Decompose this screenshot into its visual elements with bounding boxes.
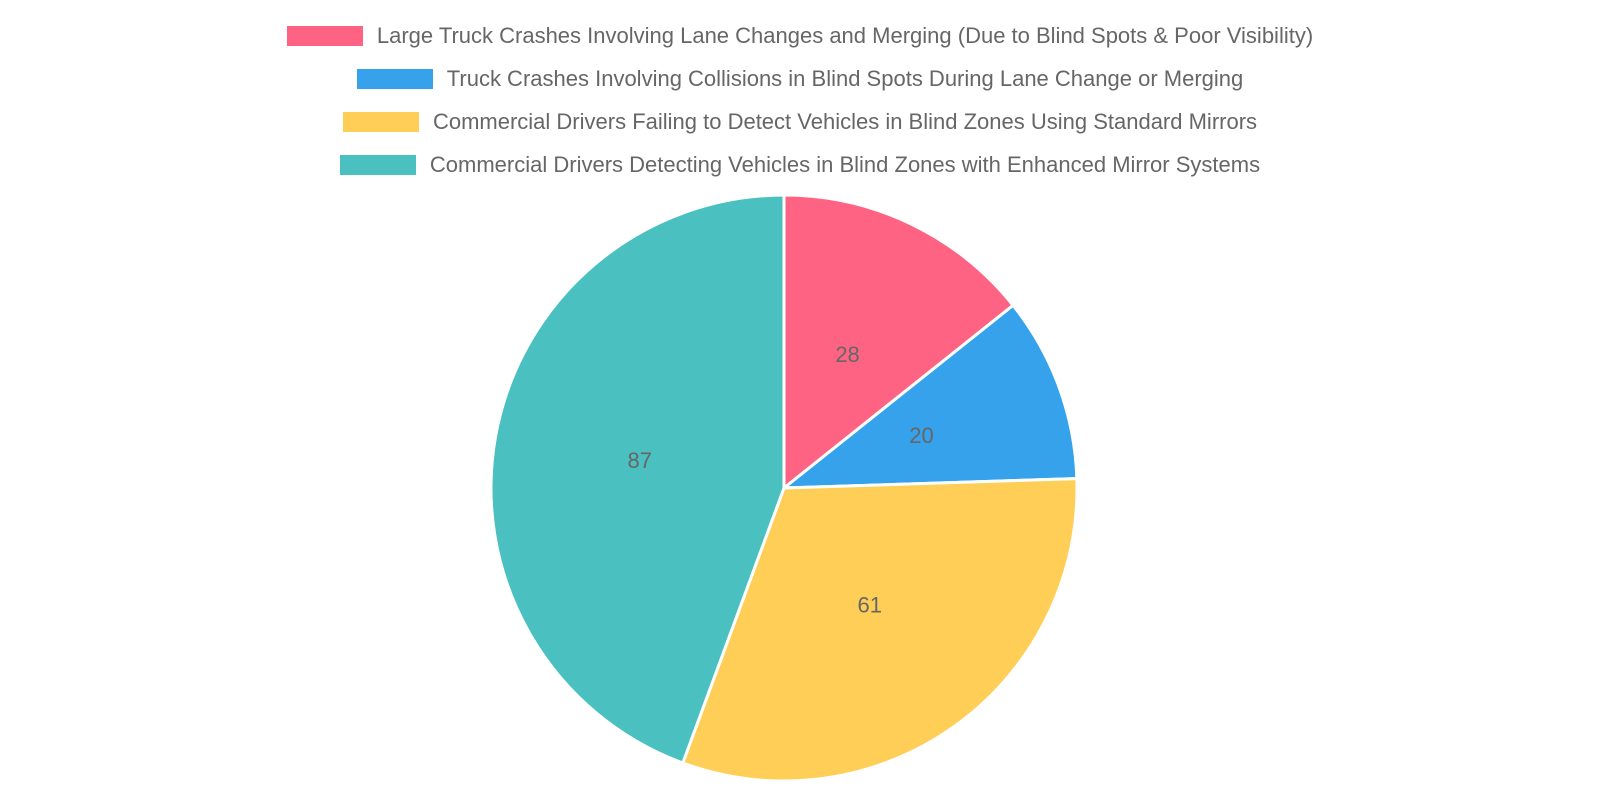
legend-swatch-1 xyxy=(356,68,433,89)
legend-item-0[interactable]: Large Truck Crashes Involving Lane Chang… xyxy=(0,14,1600,57)
slice-value-label-0: 28 xyxy=(835,342,859,367)
slice-value-label-3: 87 xyxy=(628,448,652,473)
legend-label-1: Truck Crashes Involving Collisions in Bl… xyxy=(446,65,1244,91)
legend-item-3[interactable]: Commercial Drivers Detecting Vehicles in… xyxy=(0,143,1600,186)
legend-swatch-0 xyxy=(286,25,363,46)
pie-slice-labels: 28 20 61 87 xyxy=(628,342,934,618)
pie-slice-0[interactable] xyxy=(782,193,1016,492)
slice-value-label-2: 61 xyxy=(857,593,881,618)
pie-slice-3[interactable] xyxy=(489,193,786,765)
legend-item-2[interactable]: Commercial Drivers Failing to Detect Veh… xyxy=(0,100,1600,143)
legend-label-0: Large Truck Crashes Involving Lane Chang… xyxy=(376,22,1314,48)
legend-label-2: Commercial Drivers Failing to Detect Veh… xyxy=(432,108,1258,134)
pie-slice-1[interactable] xyxy=(779,303,1079,490)
legend-swatch-2 xyxy=(342,111,419,132)
pie-slices xyxy=(489,193,1079,783)
chart-legend: Large Truck Crashes Involving Lane Chang… xyxy=(0,14,1600,186)
pie-slice-2[interactable] xyxy=(680,477,1079,783)
legend-item-1[interactable]: Truck Crashes Involving Collisions in Bl… xyxy=(0,57,1600,100)
legend-swatch-3 xyxy=(339,154,416,175)
legend-label-3: Commercial Drivers Detecting Vehicles in… xyxy=(429,151,1261,177)
slice-value-label-1: 20 xyxy=(909,423,933,448)
